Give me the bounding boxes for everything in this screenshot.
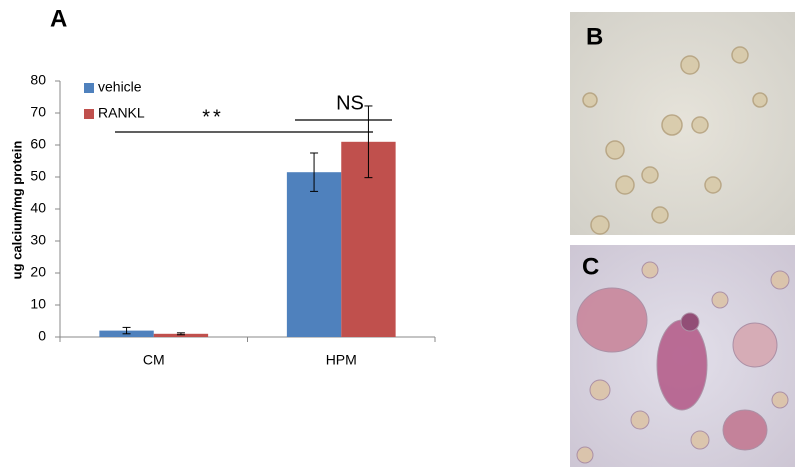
y-tick-label: 70 — [30, 104, 46, 120]
y-tick-label: 40 — [30, 200, 46, 216]
legend-swatch — [84, 109, 94, 119]
error-bar — [364, 105, 373, 179]
chart: 0 10 20 30 40 50 60 70 80 CM HPM vehicle RANKL ** NS — [30, 72, 436, 368]
panel-label: B — [586, 23, 603, 50]
annotation: NS — [336, 92, 364, 114]
y-tick-label: 30 — [30, 232, 46, 248]
bar — [286, 172, 342, 337]
error-bar — [122, 326, 131, 335]
y-tick-label: 0 — [38, 328, 46, 344]
y-tick-label: 60 — [30, 136, 46, 152]
panel-label: A — [50, 5, 67, 32]
legend-label: vehicle — [98, 79, 142, 95]
micrograph-c — [570, 245, 795, 467]
legend-label: RANKL — [98, 105, 145, 121]
y-tick-label: 20 — [30, 264, 46, 280]
y-tick-label: 80 — [30, 72, 46, 88]
y-axis-label: ug calcium/mg protein — [9, 141, 24, 280]
error-bar — [310, 152, 319, 192]
y-tick-label: 10 — [30, 296, 46, 312]
micrograph-b — [570, 12, 795, 235]
annotation: ** — [202, 106, 224, 128]
panel-label: C — [582, 253, 599, 280]
x-tick-label: HPM — [326, 352, 357, 368]
legend-swatch — [84, 83, 94, 93]
y-tick-label: 50 — [30, 168, 46, 184]
x-tick-label: CM — [143, 352, 165, 368]
bar — [153, 333, 209, 337]
error-bar — [176, 332, 185, 336]
